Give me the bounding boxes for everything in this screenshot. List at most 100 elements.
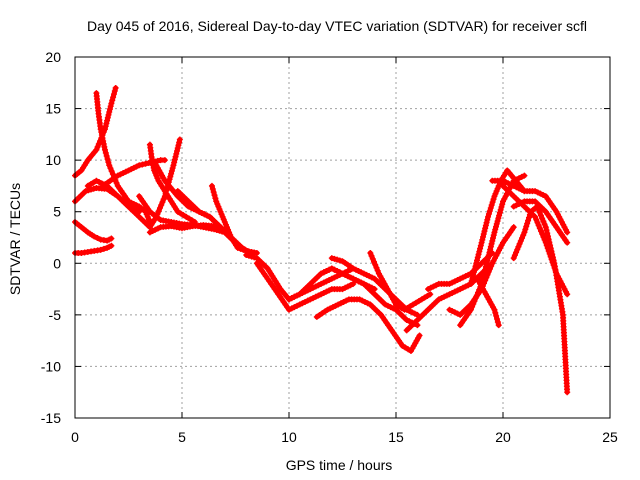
data-point — [344, 268, 351, 275]
data-point — [564, 389, 571, 396]
data-point — [472, 263, 479, 270]
data-point — [462, 283, 469, 290]
data-point — [146, 229, 153, 236]
data-point — [109, 97, 116, 104]
data-point — [494, 218, 501, 225]
data-point — [545, 236, 552, 243]
data-point — [291, 293, 298, 300]
data-point — [94, 143, 101, 150]
data-point — [550, 257, 557, 264]
data-point — [454, 277, 461, 284]
data-point — [549, 251, 556, 258]
data-point — [320, 269, 327, 276]
data-point — [494, 315, 501, 322]
data-point — [288, 295, 295, 302]
data-point — [539, 215, 546, 222]
data-point — [358, 279, 365, 286]
data-point — [169, 165, 176, 172]
data-point — [108, 235, 115, 242]
data-point — [110, 91, 117, 98]
data-point — [482, 266, 489, 273]
data-point — [204, 212, 211, 219]
data-point — [350, 265, 357, 272]
data-point — [356, 296, 363, 303]
data-point — [390, 305, 397, 312]
data-point — [158, 202, 165, 209]
data-point — [476, 248, 483, 255]
data-point — [470, 300, 477, 307]
data-point — [449, 279, 456, 286]
data-point — [403, 317, 410, 324]
data-point — [534, 219, 541, 226]
data-point — [478, 239, 485, 246]
data-point — [482, 222, 489, 229]
data-point — [173, 150, 180, 157]
data-point — [320, 289, 327, 296]
data-point — [441, 293, 448, 300]
data-point — [543, 227, 550, 234]
data-point — [492, 226, 499, 233]
data-point — [103, 153, 110, 160]
series-arc-30 — [510, 198, 571, 246]
data-point — [366, 273, 373, 280]
data-point — [516, 185, 523, 192]
data-point — [154, 157, 161, 164]
data-point — [174, 147, 181, 154]
data-point — [329, 304, 336, 311]
data-point — [302, 298, 309, 305]
data-point — [210, 189, 217, 196]
data-point — [564, 291, 571, 298]
data-point — [307, 296, 314, 303]
data-point — [526, 211, 533, 218]
data-point — [459, 274, 466, 281]
data-point — [142, 160, 149, 167]
data-point — [106, 162, 113, 169]
data-point — [538, 228, 545, 235]
x-tick-label: 20 — [495, 429, 511, 445]
data-point — [454, 310, 461, 317]
data-point — [328, 265, 335, 272]
grid — [75, 57, 610, 418]
data-point — [171, 159, 178, 166]
x-tick-label: 0 — [71, 429, 79, 445]
data-point — [513, 249, 520, 256]
x-tick-label: 25 — [602, 429, 618, 445]
data-point — [93, 146, 100, 153]
data-point — [510, 182, 517, 189]
data-point — [368, 252, 375, 259]
data-point — [451, 309, 458, 316]
data-point — [82, 188, 89, 195]
data-point — [91, 233, 98, 240]
data-point — [360, 270, 367, 277]
data-point — [471, 298, 478, 305]
data-point — [208, 182, 215, 189]
data-point — [105, 111, 112, 118]
data-point — [161, 157, 168, 164]
data-point — [170, 162, 177, 169]
data-point — [564, 239, 571, 246]
data-point — [344, 283, 351, 290]
data-point — [564, 229, 571, 236]
data-point — [515, 243, 522, 250]
plot-frame — [74, 56, 611, 419]
data-point — [327, 305, 334, 312]
data-point — [369, 255, 376, 262]
data-point — [544, 233, 551, 240]
data-point — [310, 284, 317, 291]
data-point — [387, 304, 394, 311]
data-point — [155, 207, 162, 214]
data-point — [139, 161, 146, 168]
series-arc-2 — [72, 219, 115, 244]
data-point — [310, 295, 317, 302]
data-point — [160, 196, 167, 203]
data-point — [350, 280, 357, 287]
series-arc-19 — [313, 296, 423, 354]
data-point — [518, 199, 525, 206]
chart-title: Day 045 of 2016, Sidereal Day-to-day VTE… — [87, 18, 587, 34]
data-point — [425, 286, 432, 293]
series-arc-27 — [489, 177, 571, 236]
data-point — [490, 235, 497, 242]
data-point — [328, 255, 335, 262]
data-point — [520, 232, 527, 239]
data-point — [248, 253, 255, 260]
